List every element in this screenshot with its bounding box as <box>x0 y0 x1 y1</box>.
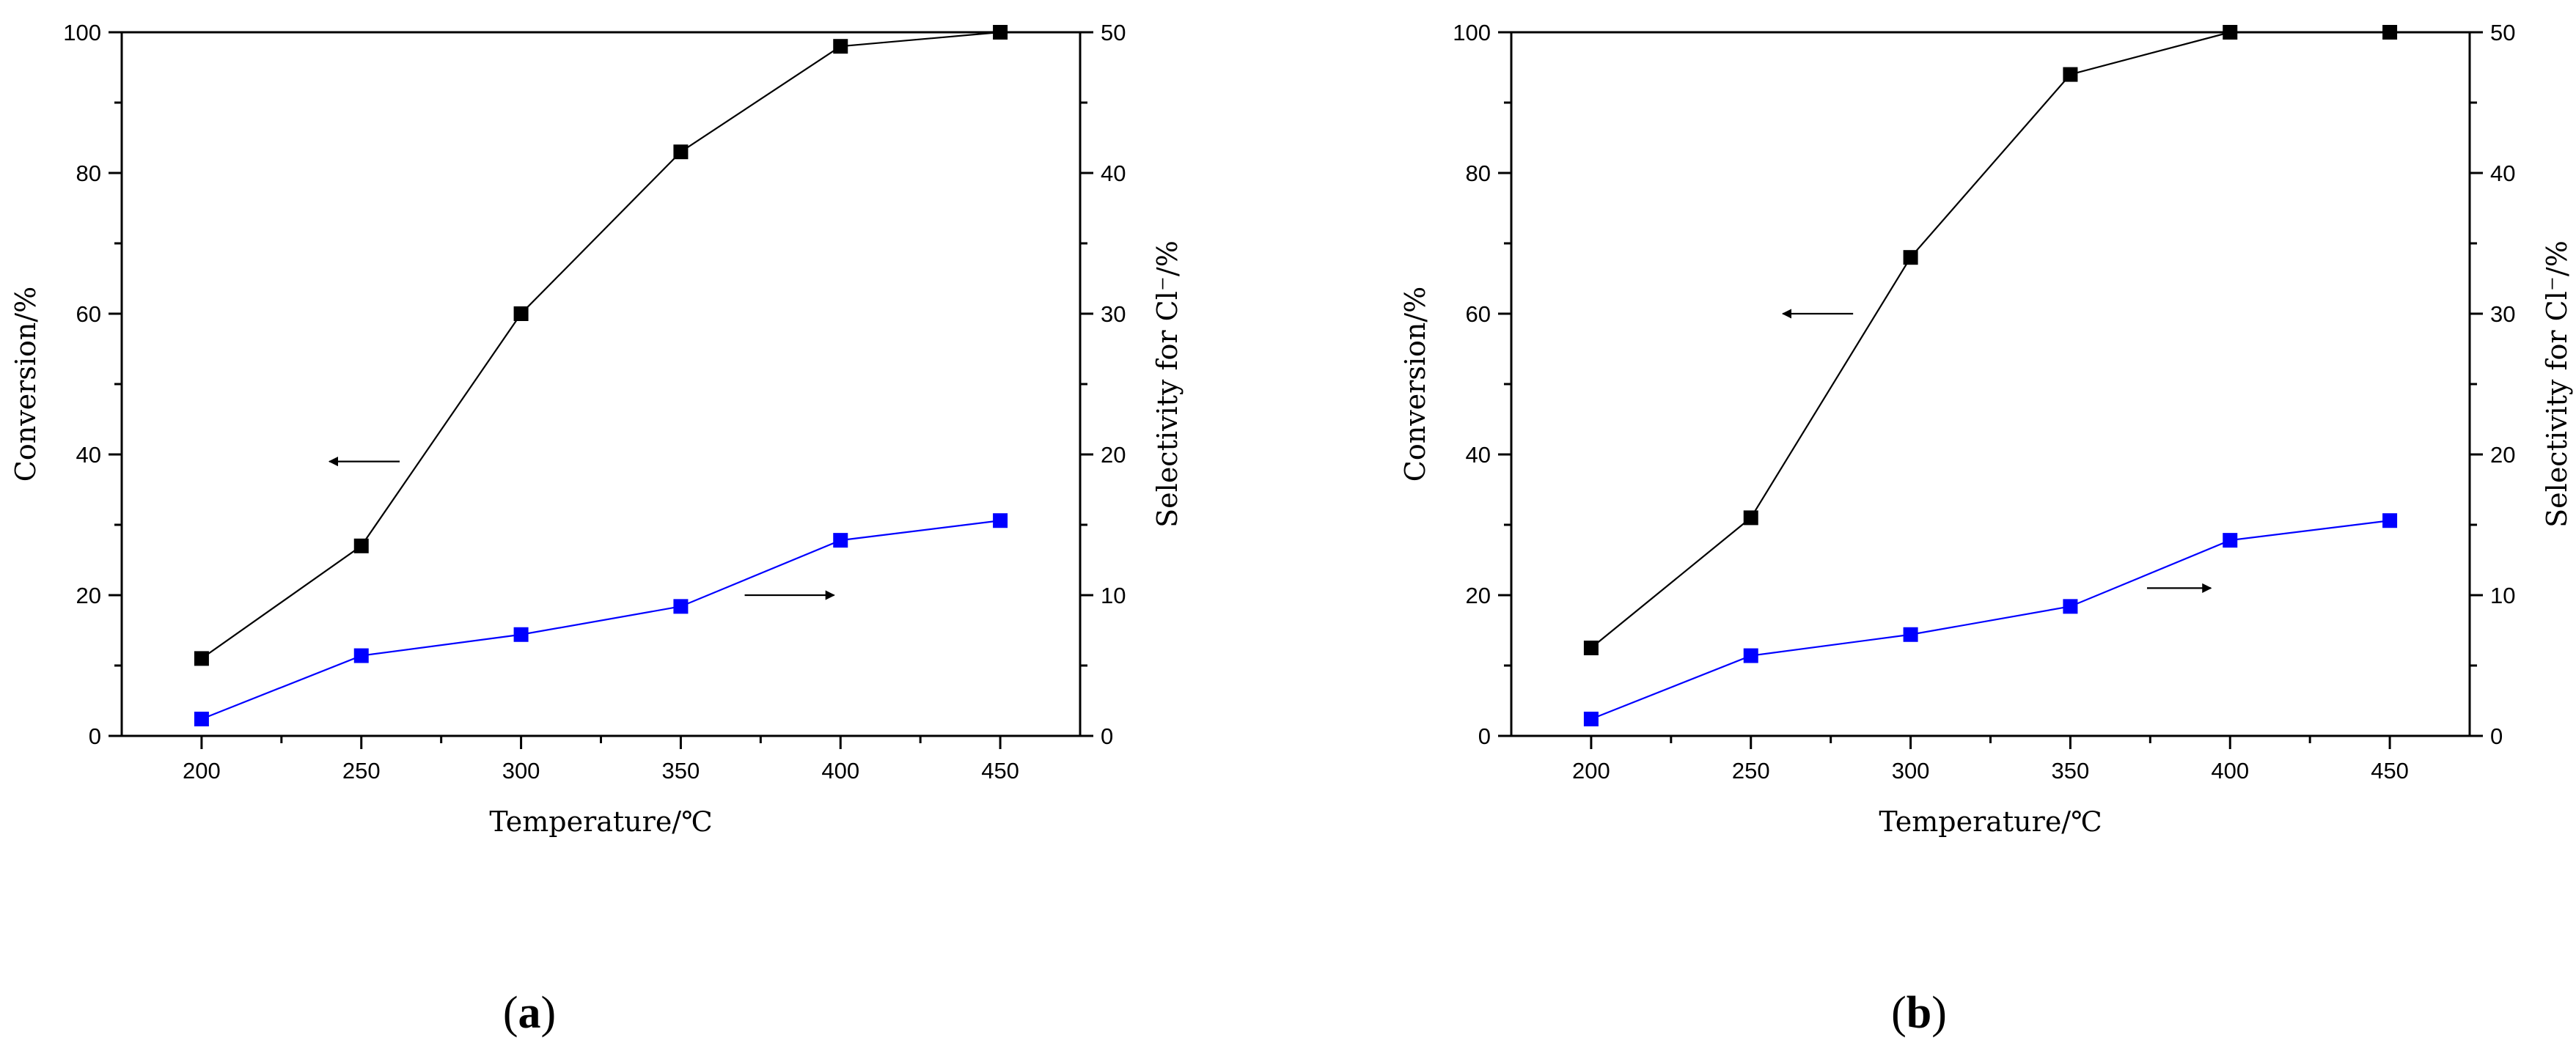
y-tick-label: 20 <box>1466 583 1491 608</box>
y2-tick-label: 50 <box>2490 20 2515 45</box>
data-point-right <box>1903 627 1918 642</box>
y-tick-label: 40 <box>1466 442 1491 468</box>
data-point-right <box>194 711 209 726</box>
data-point-right <box>1743 648 1758 663</box>
x-tick-label: 300 <box>502 758 540 784</box>
panel-caption: (b) <box>1891 988 1947 1038</box>
data-point-left <box>673 144 689 160</box>
data-point-left <box>1743 510 1758 526</box>
data-point-left <box>2382 25 2398 40</box>
y-tick-label: 100 <box>1453 20 1491 45</box>
y2-tick-label: 30 <box>2490 301 2515 327</box>
chart-panel-b: 200 250 300 350 400 450 0 20 40 60 80 100 0 10 20 30 40 5… <box>1399 20 2573 1038</box>
y2-tick-label: 20 <box>2490 442 2515 468</box>
y2-axis-title: Selectivity for Cl⁻/% <box>1151 240 1184 528</box>
data-point-left <box>833 39 848 54</box>
y2-tick-label: 10 <box>1101 583 1126 608</box>
x-tick-label: 300 <box>1892 758 1930 784</box>
y-tick-label: 80 <box>76 161 101 186</box>
y-axis-title: Conversion/% <box>10 287 42 482</box>
y2-tick-label: 50 <box>1101 20 1126 45</box>
data-point-left <box>1903 250 1918 265</box>
x-tick-label: 250 <box>1732 758 1770 784</box>
data-point-right <box>2063 599 2078 614</box>
y-tick-label: 100 <box>63 20 101 45</box>
data-point-right <box>2382 513 2398 528</box>
data-point-left <box>993 25 1008 40</box>
y2-tick-label: 40 <box>2490 161 2515 186</box>
x-tick-label: 200 <box>1572 758 1610 784</box>
panel-caption: (a) <box>503 988 556 1038</box>
y-axis-title: Conversion/% <box>1399 287 1431 482</box>
plot-frame <box>120 31 1082 737</box>
y2-tick-label: 30 <box>1101 301 1126 327</box>
y2-tick-label: 0 <box>2490 723 2503 749</box>
data-point-left <box>1583 641 1599 655</box>
data-point-left <box>353 538 369 553</box>
y-tick-label: 60 <box>76 301 101 327</box>
data-point-right <box>833 533 848 548</box>
y2-tick-label: 0 <box>1101 723 1113 749</box>
x-tick-label: 350 <box>662 758 700 784</box>
data-point-right <box>353 648 369 663</box>
y-tick-label: 0 <box>1478 723 1491 749</box>
y-tick-label: 0 <box>89 723 101 749</box>
data-point-right <box>993 513 1008 528</box>
data-point-right <box>513 627 529 642</box>
x-tick-label: 450 <box>2371 758 2409 784</box>
x-tick-label: 400 <box>2211 758 2249 784</box>
plot-frame <box>1510 31 2471 737</box>
series-line-right <box>201 520 1001 720</box>
y2-tick-label: 20 <box>1101 442 1126 468</box>
x-axis-title: Temperature/℃ <box>1879 806 2102 838</box>
series-line-left <box>1590 31 2390 649</box>
x-tick-label: 450 <box>981 758 1019 784</box>
y2-axis-title: Selectivity for Cl⁻/% <box>2541 240 2573 528</box>
data-point-left <box>2223 25 2238 40</box>
chart-panel-a: 200 250 300 350 400 450 0 20 40 60 80 100 0 10 20 30 40 5… <box>10 20 1184 1038</box>
y2-tick-label: 10 <box>2490 583 2515 608</box>
x-tick-label: 200 <box>183 758 221 784</box>
data-point-right <box>2223 533 2238 548</box>
x-tick-label: 400 <box>821 758 859 784</box>
series-line-left <box>201 31 1001 660</box>
y-tick-label: 40 <box>76 442 101 468</box>
y-tick-label: 60 <box>1466 301 1491 327</box>
data-point-left <box>513 306 529 321</box>
x-tick-label: 250 <box>342 758 381 784</box>
series-line-right <box>1590 520 2390 720</box>
y-tick-label: 80 <box>1466 161 1491 186</box>
data-point-right <box>673 599 689 614</box>
data-point-left <box>194 651 209 666</box>
data-point-left <box>2063 67 2078 82</box>
y2-tick-label: 40 <box>1101 161 1126 186</box>
data-point-right <box>1583 711 1599 726</box>
y-tick-label: 20 <box>76 583 101 608</box>
x-axis-title: Temperature/℃ <box>489 806 712 838</box>
x-tick-label: 350 <box>2052 758 2090 784</box>
